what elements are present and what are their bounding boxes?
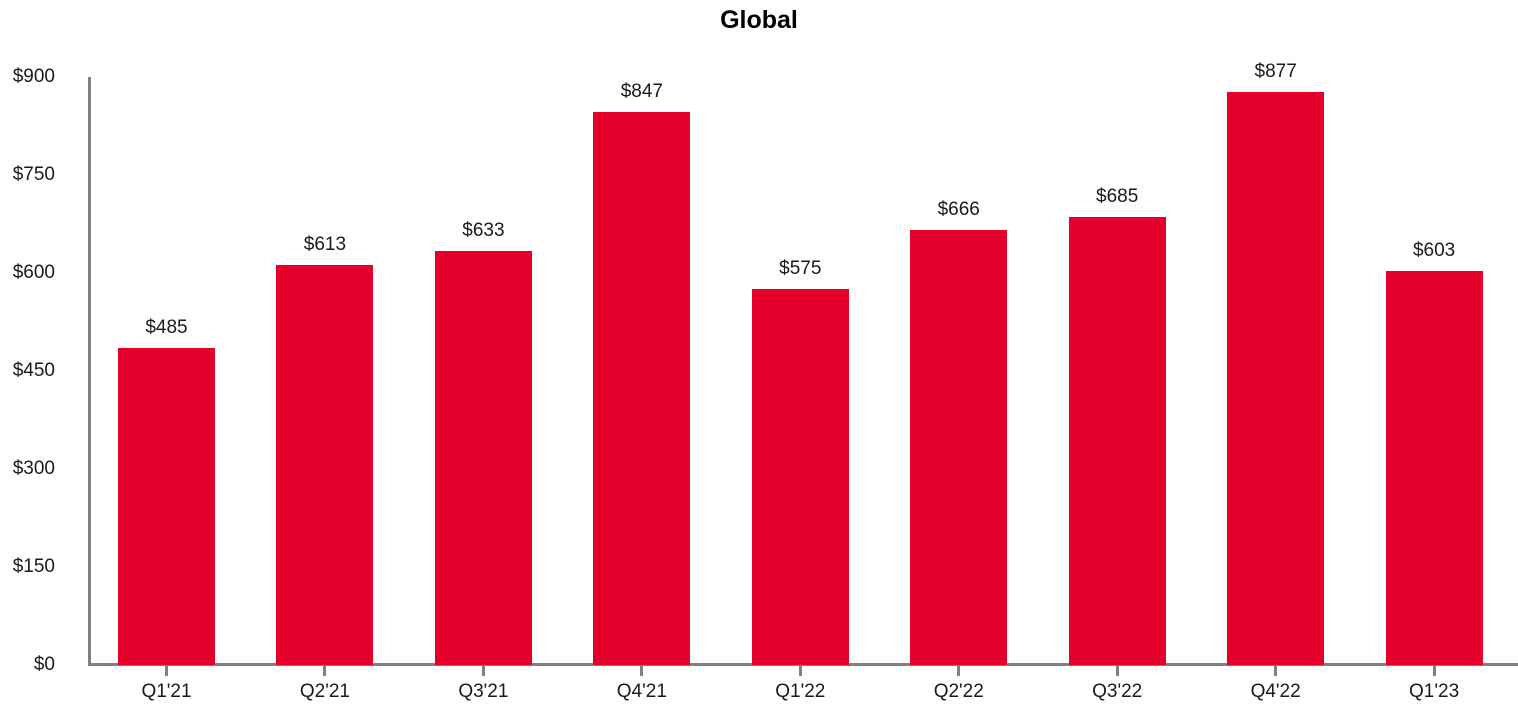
y-axis-tick-label: $150 — [12, 556, 55, 577]
y-axis-tick-label: $600 — [12, 262, 55, 283]
x-axis-tick-label: Q3'21 — [458, 681, 509, 702]
bar-Q2'21 — [276, 264, 374, 665]
bar-Q4'21 — [593, 111, 691, 665]
chart-title: Global — [720, 6, 798, 34]
bar-value-label: $633 — [462, 220, 505, 242]
bar-value-label: $485 — [145, 317, 188, 339]
bar-Q3'21 — [434, 251, 532, 665]
bar-Q1'21 — [118, 348, 215, 665]
y-axis-tick-label: $0 — [33, 654, 55, 675]
x-axis-tick-label: Q1'23 — [1409, 681, 1460, 702]
y-axis-tick-label: $300 — [12, 458, 55, 479]
y-axis-line — [88, 77, 91, 666]
x-axis-tick-label: Q3'22 — [1092, 681, 1143, 702]
bar-value-label: $575 — [779, 258, 822, 280]
bar-value-label: $666 — [937, 198, 980, 220]
x-axis-tick-mark — [1274, 666, 1278, 676]
x-axis-tick-mark — [1115, 666, 1119, 676]
bar-value-label: $613 — [303, 233, 347, 255]
y-axis-tick-label: $750 — [12, 164, 55, 185]
y-axis-tick-label: $450 — [12, 360, 55, 381]
bar-Q1'23 — [1385, 271, 1483, 665]
x-axis-tick-mark — [323, 666, 327, 676]
x-axis-tick-label: Q1'22 — [775, 681, 826, 702]
bar-value-label: $877 — [1254, 61, 1297, 83]
bar-Q3'22 — [1068, 217, 1166, 665]
x-axis-tick-label: Q2'22 — [933, 681, 984, 702]
x-axis-tick-label: Q1'21 — [141, 681, 192, 702]
x-axis-tick-mark — [165, 666, 168, 676]
y-axis-tick-label: $900 — [12, 66, 55, 87]
x-axis-tick-mark — [1432, 666, 1436, 676]
x-axis-tick-label: Q4'22 — [1250, 681, 1301, 702]
bar-Q1'22 — [751, 289, 849, 665]
x-axis-tick-mark — [481, 666, 485, 676]
bar-value-label: $847 — [620, 80, 663, 102]
x-axis-tick-label: Q4'21 — [616, 681, 667, 702]
bar-value-label: $685 — [1096, 186, 1139, 208]
x-axis-tick-mark — [957, 666, 961, 676]
bar-Q2'22 — [910, 229, 1008, 665]
x-axis-tick-mark — [640, 666, 644, 676]
bar-Q4'22 — [1227, 92, 1325, 665]
x-axis-tick-mark — [798, 666, 802, 676]
x-axis-tick-label: Q2'21 — [299, 681, 350, 702]
bar-value-label: $603 — [1412, 240, 1456, 262]
